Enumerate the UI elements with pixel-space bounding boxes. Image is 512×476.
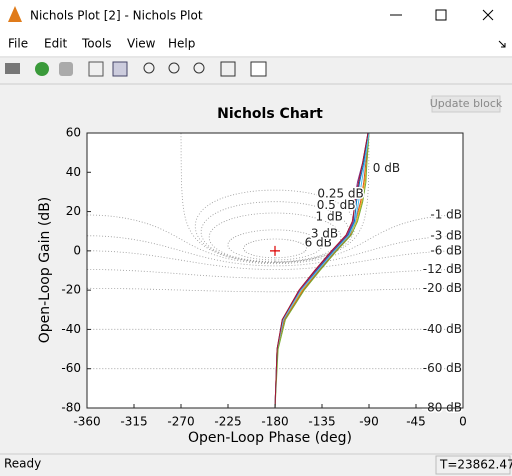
y-tick-label: -40: [61, 322, 81, 336]
y-tick-label: -20: [61, 283, 81, 297]
x-tick-label: -315: [120, 415, 147, 429]
menu-item[interactable]: Help: [168, 37, 195, 51]
x-tick-label: -180: [261, 415, 288, 429]
y-tick-label: 40: [66, 165, 81, 179]
title-bar: [0, 0, 512, 30]
x-tick-label: 0: [459, 415, 467, 429]
legend-button[interactable]: [250, 61, 267, 77]
m-contour-label: 0 dB: [373, 161, 400, 175]
toolbar: [5, 61, 267, 77]
x-tick-label: -360: [73, 415, 100, 429]
m-contour-label: 3 dB: [311, 226, 338, 240]
y-tick-label: 60: [66, 126, 81, 140]
m-contour-label: -60 dB: [423, 361, 462, 375]
close-button[interactable]: [482, 9, 494, 21]
x-tick-label: -135: [308, 415, 335, 429]
critical-point: [270, 245, 280, 256]
run-button[interactable]: [35, 62, 49, 76]
m-contour: [200, 201, 350, 263]
plot-overlay: 6 dB3 dB1 dB0.5 dB0.25 dB0 dB-1 dB-3 dB-…: [86, 132, 464, 416]
chart-title: Nichols Chart: [217, 106, 323, 122]
zoom-x-button[interactable]: [168, 62, 180, 74]
x-tick-label: -270: [167, 415, 194, 429]
status-box: [435, 455, 511, 475]
m-contour-label: -6 dB: [430, 243, 462, 257]
m-contour: [87, 287, 463, 293]
m-contour-label: 6 dB: [305, 235, 332, 249]
m-contour: [87, 214, 463, 265]
m-contour-label: -1 dB: [430, 207, 462, 221]
m-contour: [180, 133, 370, 264]
m-contour: [87, 269, 463, 279]
menu-item[interactable]: View: [127, 37, 156, 51]
dock-arrow[interactable]: [498, 40, 506, 48]
m-contour-label: 1 dB: [316, 209, 343, 223]
m-contour-label: -40 dB: [423, 322, 462, 336]
series-line: [274, 133, 370, 408]
menu-item[interactable]: Edit: [44, 37, 68, 51]
maximize-button[interactable]: [435, 9, 447, 21]
menu-item[interactable]: File: [8, 37, 28, 51]
update-button[interactable]: [431, 95, 501, 113]
status-text: Ready: [4, 457, 41, 471]
m-contour: [243, 238, 307, 259]
m-contour-label: -20 dB: [423, 281, 462, 295]
fit-button[interactable]: [220, 61, 236, 77]
x-tick-label: -45: [406, 415, 426, 429]
m-contour-label: 0.5 dB: [317, 198, 356, 212]
y-tick-label: -60: [61, 361, 81, 375]
x-axis-label: Open-Loop Phase (deg): [188, 430, 352, 446]
status-time: T=23862.477: [439, 458, 512, 472]
tool-button[interactable]: [112, 61, 128, 77]
m-contour: [87, 250, 463, 270]
m-contour: [208, 212, 342, 263]
y-axis-label: Open-Loop Gain (dB): [37, 197, 53, 344]
zoom-in-button[interactable]: [143, 62, 155, 74]
y-tick-label: -80: [61, 401, 81, 415]
m-contour-label: -12 dB: [423, 262, 462, 276]
x-tick-label: -90: [359, 415, 379, 429]
series-line: [274, 133, 370, 408]
x-tick-label: -225: [214, 415, 241, 429]
y-tick-label: 20: [66, 204, 81, 218]
menu-bar: [0, 30, 512, 56]
zoom-y-button[interactable]: [193, 62, 205, 74]
tool-button[interactable]: [88, 61, 104, 77]
m-contour: [227, 229, 323, 261]
print-button[interactable]: [5, 63, 20, 74]
app-icon: [8, 6, 22, 22]
window-title: Nichols Plot [2] - Nichols Plot: [30, 9, 203, 23]
axes-box: [86, 132, 464, 409]
m-contour-label: 0.25 dB: [317, 186, 363, 200]
stop-button[interactable]: [59, 62, 73, 76]
update-button-label: Update block: [430, 97, 503, 110]
series-line: [274, 133, 370, 408]
plot-area: [87, 133, 463, 408]
m-contour-label: -80 dB: [423, 400, 462, 414]
plot-content: [87, 133, 463, 408]
y-tick-label: 0: [73, 243, 81, 257]
m-contour-label: -3 dB: [430, 228, 462, 242]
series-line: [274, 133, 369, 408]
menu-item[interactable]: Tools: [81, 37, 112, 51]
